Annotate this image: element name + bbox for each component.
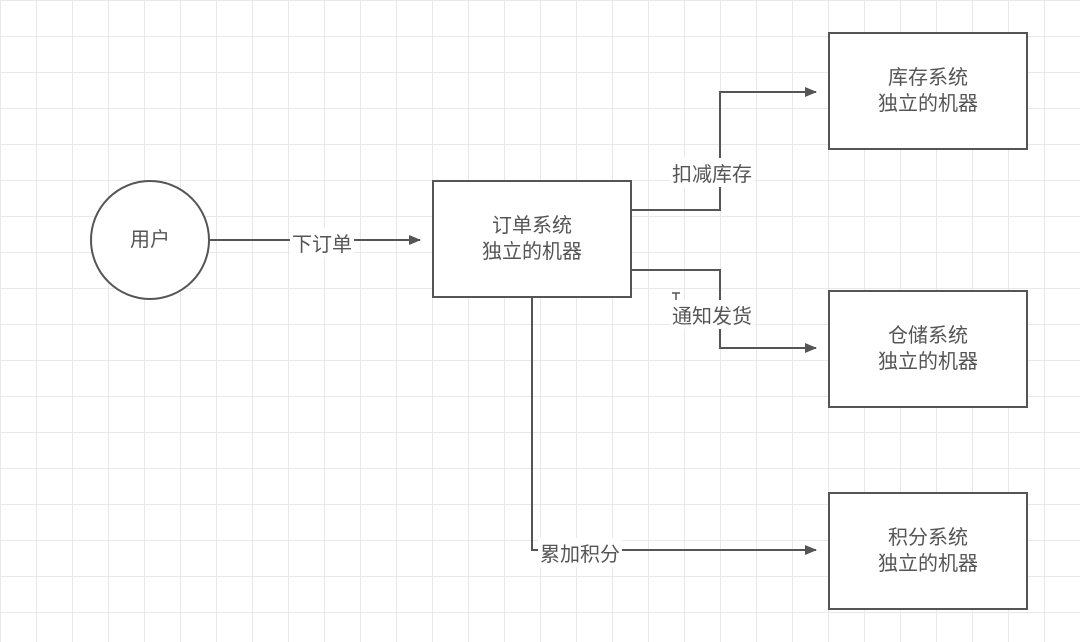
- node-order-line1: 订单系统: [482, 213, 582, 239]
- node-inventory-line2: 独立的机器: [878, 91, 978, 117]
- edge-e4: [532, 298, 816, 550]
- edge-label-e2: 扣减库存: [670, 158, 754, 187]
- node-points-line1: 积分系统: [878, 525, 978, 551]
- node-points: 积分系统独立的机器: [828, 492, 1028, 610]
- node-warehouse-line2: 独立的机器: [878, 349, 978, 375]
- node-order-line2: 独立的机器: [482, 239, 582, 265]
- node-inventory-line1: 库存系统: [878, 65, 978, 91]
- node-points-line2: 独立的机器: [878, 551, 978, 577]
- node-order: 订单系统独立的机器: [432, 180, 632, 298]
- edge-label-e3: 通知发货: [670, 300, 754, 329]
- edge-label-e1: 下订单: [290, 228, 354, 257]
- node-warehouse-line1: 仓储系统: [878, 323, 978, 349]
- node-warehouse: 仓储系统独立的机器: [828, 290, 1028, 408]
- edge-label-e4: 累加积分: [538, 538, 622, 567]
- node-user: 用户: [90, 180, 210, 300]
- node-inventory: 库存系统独立的机器: [828, 32, 1028, 150]
- node-user-line1: 用户: [130, 227, 170, 253]
- edge-e2: [632, 92, 816, 210]
